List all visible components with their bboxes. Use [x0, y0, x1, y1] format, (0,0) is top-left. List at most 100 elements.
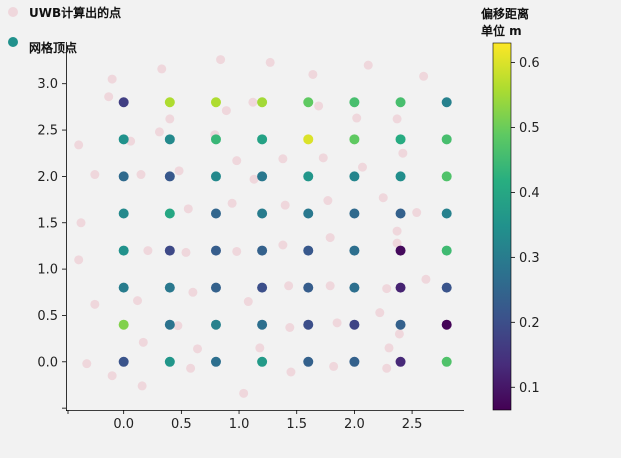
grid-vertex-point — [118, 134, 129, 145]
uwb-point — [82, 359, 92, 369]
uwb-point — [90, 170, 100, 180]
x-tick-label: 0.0 — [113, 417, 134, 432]
y-tick-label: 1.5 — [37, 216, 58, 231]
uwb-point — [325, 233, 335, 243]
uwb-point — [157, 64, 167, 74]
colorbar — [492, 42, 512, 411]
uwb-point — [90, 299, 100, 309]
uwb-point — [325, 281, 335, 291]
grid-vertex-point — [118, 356, 129, 367]
grid-vertex-point — [164, 97, 175, 108]
grid-vertex-point — [441, 356, 452, 367]
uwb-point — [394, 329, 404, 339]
grid-vertex-point — [349, 282, 360, 293]
uwb-point — [323, 196, 333, 206]
uwb-point — [74, 255, 84, 265]
uwb-point — [107, 371, 117, 381]
uwb-point — [382, 363, 392, 373]
grid-vertex-point — [441, 208, 452, 219]
grid-vertex-point — [118, 245, 129, 256]
uwb-point — [278, 154, 288, 164]
uwb-point — [392, 226, 402, 236]
grid-vertex-point — [349, 208, 360, 219]
grid-vertex-point — [257, 356, 268, 367]
colorbar-tick-label: 0.4 — [519, 186, 540, 201]
uwb-point — [154, 127, 164, 137]
grid-vertex-point — [303, 319, 314, 330]
uwb-point — [392, 114, 402, 124]
colorbar-tick-label: 0.5 — [519, 121, 540, 136]
grid-vertex-point — [395, 171, 406, 182]
grid-vertex-point — [210, 319, 221, 330]
uwb-point — [232, 156, 242, 166]
grid-vertex-point — [210, 97, 221, 108]
uwb-point — [255, 343, 265, 353]
colorbar-tick-label: 0.3 — [519, 251, 540, 266]
grid-vertex-point — [395, 245, 406, 256]
grid-vertex-point — [395, 356, 406, 367]
grid-vertex-point — [257, 208, 268, 219]
uwb-point — [278, 240, 288, 250]
y-tick-label: 2.0 — [37, 170, 58, 185]
grid-vertex-point — [303, 208, 314, 219]
uwb-point — [74, 140, 84, 150]
grid-vertex-point — [164, 319, 175, 330]
colorbar-title-line2: 单位 m — [481, 23, 522, 38]
uwb-point — [138, 337, 148, 347]
grid-vertex-point — [210, 282, 221, 293]
uwb-point — [285, 323, 295, 333]
y-axis-ticks: 0.0 0.5 1.0 1.5 2.0 2.5 3.0 — [37, 77, 66, 409]
uwb-point — [239, 388, 249, 398]
uwb-point — [174, 166, 184, 176]
grid-vertex-point — [395, 208, 406, 219]
uwb-point — [286, 367, 296, 377]
grid-vertex-point — [257, 171, 268, 182]
uwb-point — [183, 204, 193, 214]
grid-vertex-point — [349, 171, 360, 182]
uwb-point — [284, 281, 294, 291]
y-tick-label: 2.5 — [37, 124, 58, 139]
x-axis-ticks: 0.0 0.5 1.0 1.5 2.0 2.5 — [67, 410, 422, 432]
uwb-point — [137, 381, 147, 391]
legend-label-grid: 网格顶点 — [29, 40, 77, 55]
grid-vertex-point — [395, 282, 406, 293]
x-tick-label: 1.0 — [229, 417, 250, 432]
plot-area — [74, 55, 452, 398]
uwb-point — [136, 170, 146, 180]
uwb-point — [143, 246, 153, 256]
uwb-point — [280, 200, 290, 210]
grid-vertex-point — [118, 171, 129, 182]
grid-vertex-point — [303, 356, 314, 367]
uwb-point — [392, 238, 402, 248]
grid-vertex-point — [164, 356, 175, 367]
grid-vertex-point — [164, 245, 175, 256]
grid-vertex-point — [441, 245, 452, 256]
uwb-point — [421, 274, 431, 284]
grid-vertex-point — [257, 97, 268, 108]
grid-vertex-point — [257, 245, 268, 256]
grid-vertex-point — [164, 208, 175, 219]
uwb-point — [329, 361, 339, 371]
uwb-point — [375, 308, 385, 318]
uwb-point — [249, 174, 259, 184]
uwb-point — [243, 297, 253, 307]
grid-vertex-point — [210, 134, 221, 145]
grid-vertex-point — [257, 134, 268, 145]
uwb-point — [186, 363, 196, 373]
uwb-point — [363, 60, 373, 70]
uwb-point — [165, 114, 175, 124]
x-tick-label: 1.5 — [286, 417, 307, 432]
uwb-point — [332, 318, 342, 328]
uwb-point — [357, 162, 367, 172]
grid-vertex-point — [441, 171, 452, 182]
legend-marker-uwb — [8, 7, 18, 17]
grid-vertex-point — [349, 97, 360, 108]
uwb-point — [378, 193, 388, 203]
uwb-point — [173, 321, 183, 331]
grid-vertex-point — [118, 319, 129, 330]
grid-vertex-point — [441, 97, 452, 108]
grid-vertex-point — [349, 319, 360, 330]
grid-vertex-point — [118, 97, 129, 108]
uwb-point — [412, 208, 422, 218]
